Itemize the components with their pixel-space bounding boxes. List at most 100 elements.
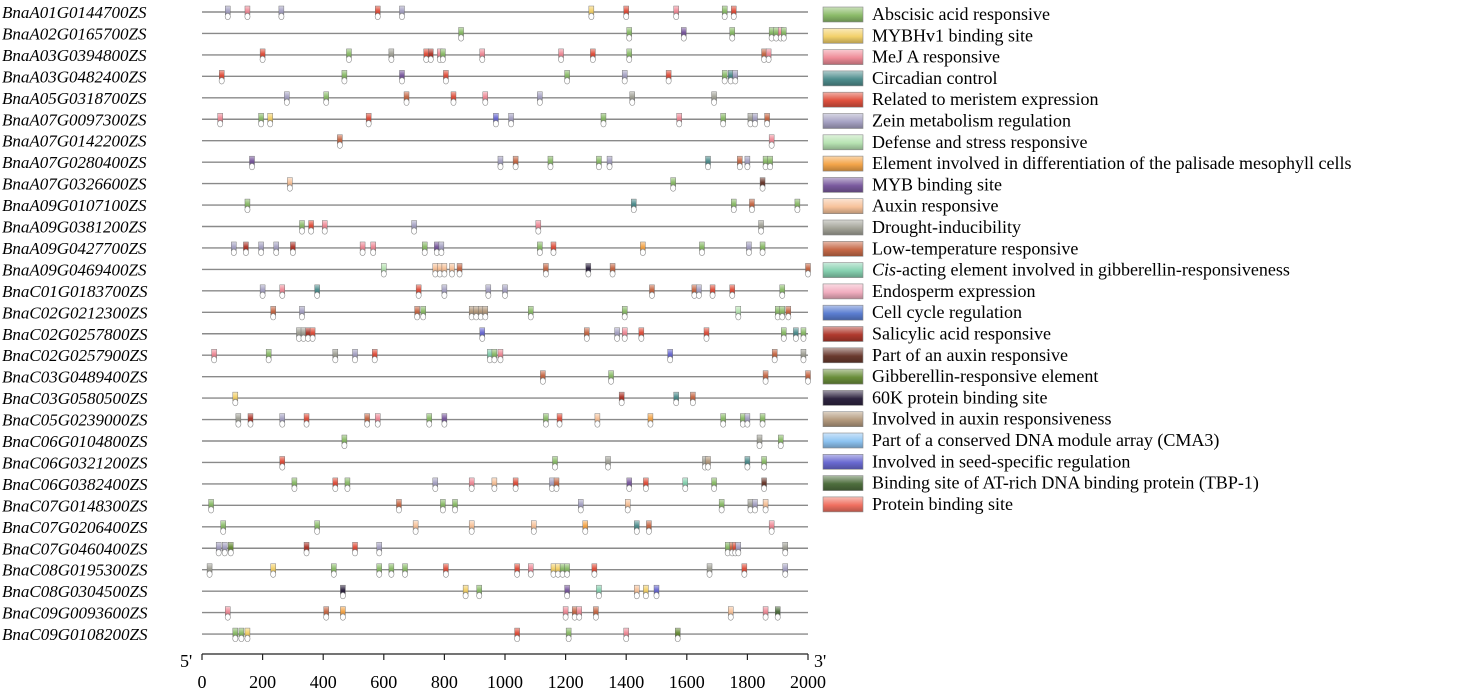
element-base xyxy=(303,420,310,428)
element-base xyxy=(535,227,542,235)
element-base xyxy=(224,13,231,21)
five-prime-label: 5' xyxy=(180,651,192,671)
element-base xyxy=(265,356,272,364)
element-base xyxy=(780,334,787,342)
element-base xyxy=(774,613,781,621)
element-base xyxy=(543,270,549,278)
element-base xyxy=(626,484,633,492)
legend-label: Part of a conserved DNA module array (CM… xyxy=(872,430,1219,451)
element-base xyxy=(621,77,628,85)
element-base xyxy=(221,549,228,557)
legend-label: MYB binding site xyxy=(872,174,1002,194)
element-base xyxy=(414,313,421,321)
legend-swatch xyxy=(822,432,864,449)
element-base xyxy=(438,248,445,256)
element-base xyxy=(550,248,557,256)
element-base xyxy=(564,570,571,578)
element-base xyxy=(596,592,602,600)
element-base xyxy=(779,291,786,299)
legend-swatch xyxy=(822,390,864,406)
gene-row: BnaC02G0257800ZS xyxy=(2,325,808,344)
gene-label: BnaA07G0280400ZS xyxy=(2,153,147,172)
legend-label: Involved in auxin responsiveness xyxy=(872,409,1111,429)
element-base xyxy=(336,141,343,149)
legend-item: Auxin responsive xyxy=(822,196,998,216)
gene-label: BnaC06G0321200ZS xyxy=(2,453,148,472)
element-base xyxy=(514,635,521,643)
element-base xyxy=(735,313,742,321)
gene-label: BnaA09G0469400ZS xyxy=(2,260,147,279)
gene-label: BnaA03G0394800ZS xyxy=(2,46,147,65)
legend-swatch xyxy=(822,453,864,470)
element-base xyxy=(576,613,583,621)
gene-row: BnaA07G0280400ZS xyxy=(2,153,808,172)
gene-label: BnaA02G0165700ZS xyxy=(2,24,147,43)
gene-row: BnaA02G0165700ZS xyxy=(2,24,808,43)
element-base xyxy=(352,356,358,364)
legend-swatch xyxy=(822,368,864,385)
gene-label: BnaC01G0183700ZS xyxy=(2,282,148,301)
element-base xyxy=(439,506,446,514)
legend-label: Protein binding site xyxy=(872,494,1013,514)
element-base xyxy=(441,270,448,278)
x-tick-label: 200 xyxy=(249,672,276,692)
legend-swatch xyxy=(822,91,864,108)
legend-label: Cell cycle regulation xyxy=(872,302,1022,322)
element-base xyxy=(456,270,463,278)
element-base xyxy=(283,98,290,106)
element-base xyxy=(309,334,316,342)
legend-item: 60K protein binding site xyxy=(822,387,1047,407)
element-base xyxy=(547,163,554,171)
element-base xyxy=(764,120,770,128)
element-base xyxy=(399,13,405,21)
element-base xyxy=(273,248,280,256)
element-base xyxy=(777,441,784,449)
element-base xyxy=(721,13,728,21)
element-base xyxy=(762,613,769,621)
gene-label: BnaC06G0382400ZS xyxy=(2,475,148,494)
element-base xyxy=(412,527,419,535)
element-base xyxy=(227,549,234,557)
element-base xyxy=(761,484,767,492)
legend-swatch xyxy=(822,241,864,257)
legend-item: Defense and stress responsive xyxy=(822,132,1087,152)
element-base xyxy=(792,334,799,342)
x-tick-label: 1000 xyxy=(487,672,523,692)
element-base xyxy=(543,420,549,428)
legend-swatch xyxy=(822,496,864,513)
element-base xyxy=(211,356,218,364)
legend-swatch xyxy=(822,283,864,300)
element-base xyxy=(247,420,254,428)
element-base xyxy=(589,55,596,63)
element-base xyxy=(647,420,654,428)
element-base xyxy=(624,506,631,514)
gene-row: BnaC05G0239000ZS xyxy=(2,411,808,430)
legend-swatch xyxy=(822,198,864,214)
element-base xyxy=(491,356,498,364)
element-base xyxy=(514,570,521,578)
legend-label: Cis-acting element involved in gibberell… xyxy=(872,260,1290,280)
element-base xyxy=(556,420,563,428)
legend-label: Part of an auxin responsive xyxy=(872,345,1068,365)
legend-swatch xyxy=(822,475,864,491)
element-base xyxy=(388,570,395,578)
element-base xyxy=(278,13,285,21)
element-base xyxy=(539,377,546,385)
element-base xyxy=(308,227,314,235)
element-base xyxy=(759,184,766,192)
legend-label: Defense and stress responsive xyxy=(872,132,1087,152)
element-base xyxy=(746,248,752,256)
element-base xyxy=(649,291,655,299)
element-base xyxy=(759,248,766,256)
element-base xyxy=(609,270,616,278)
element-base xyxy=(673,13,680,21)
legend-item: Drought-inducibility xyxy=(822,217,1021,237)
element-base xyxy=(779,313,786,321)
element-base xyxy=(370,248,377,256)
element-base xyxy=(585,270,592,278)
element-base xyxy=(626,55,633,63)
element-base xyxy=(527,570,534,578)
gene-label: BnaC07G0206400ZS xyxy=(2,518,148,537)
element-base xyxy=(706,570,713,578)
element-base xyxy=(591,570,598,578)
